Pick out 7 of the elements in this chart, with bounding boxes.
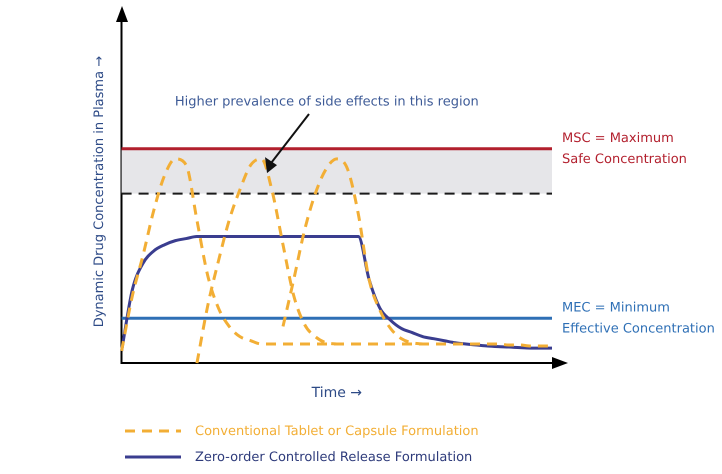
legend-label: Zero-order Controlled Release Formulation <box>195 450 472 464</box>
text: Higher prevalence of side effects in this region <box>174 94 479 110</box>
x-axis-title: Time → <box>310 385 362 402</box>
ref-line-label: MEC = Minimum Effective Concentration <box>562 300 715 337</box>
legend-label: Conventional Tablet or Capsule Formulation <box>195 424 479 438</box>
y-axis-title: Dynamic Drug Concentration in Plasma → <box>92 56 108 328</box>
ref-line-label: MSC = Maximum Safe Concentration <box>562 131 687 168</box>
